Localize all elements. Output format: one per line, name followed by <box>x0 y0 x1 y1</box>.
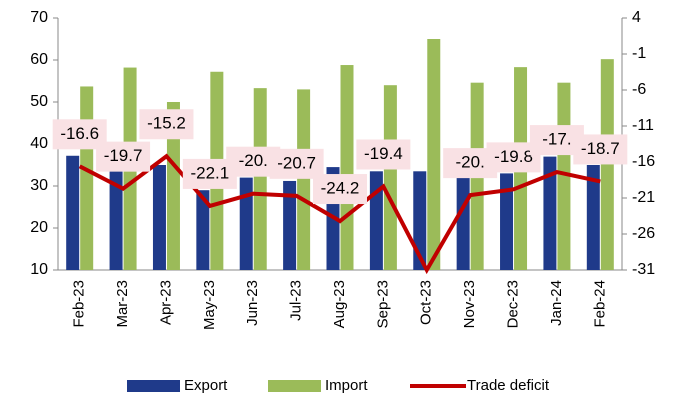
x-tick-label: May-23 <box>201 280 218 330</box>
y2-tick-label: -6 <box>632 81 646 98</box>
data-label-text: -16.6 <box>60 124 99 143</box>
data-label: -19.4 <box>356 139 411 170</box>
x-tick-label: Apr-23 <box>157 280 174 325</box>
bar <box>152 165 166 270</box>
data-label-box <box>356 139 411 170</box>
x-tick-label: Feb-24 <box>591 280 608 328</box>
data-label: -18.7 <box>573 134 628 165</box>
y-tick-label: 10 <box>30 261 48 278</box>
x-tick-label: Sep-23 <box>374 280 391 328</box>
bar <box>80 86 94 271</box>
legend-label: Export <box>184 377 228 394</box>
data-label: -20.7 <box>269 148 324 179</box>
data-label-text: -20. <box>239 151 268 170</box>
data-label-text: -20.7 <box>277 153 316 172</box>
x-tick-label: Feb-23 <box>71 280 88 328</box>
x-tick-label: Oct-23 <box>418 280 435 325</box>
y2-tick-label: -26 <box>632 225 655 242</box>
bar <box>500 173 514 270</box>
bar <box>600 59 614 270</box>
data-label-box <box>96 141 151 172</box>
bar <box>166 102 180 270</box>
data-label-box <box>269 148 324 179</box>
y-tick-label: 70 <box>30 9 48 26</box>
data-label-box <box>313 174 367 205</box>
data-label: -15.2 <box>139 109 194 140</box>
y2-tick-label: -21 <box>632 189 655 206</box>
y-tick-label: 20 <box>30 219 48 236</box>
x-tick-label: Aug-23 <box>331 280 348 328</box>
bar <box>109 169 123 270</box>
x-tick-label: Mar-23 <box>114 280 131 328</box>
x-tick-label: Nov-23 <box>461 280 478 328</box>
data-label-text: -19.7 <box>104 146 143 165</box>
data-label: -19.7 <box>96 141 151 172</box>
bar <box>427 39 441 270</box>
bar <box>413 171 427 270</box>
y2-tick-label: -31 <box>632 261 655 278</box>
bar <box>66 155 80 270</box>
y-tick-label: 40 <box>30 135 48 152</box>
legend-label: Import <box>325 377 368 394</box>
y-tick-label: 30 <box>30 177 48 194</box>
data-label-text: -18.7 <box>581 139 620 158</box>
bar <box>196 190 210 270</box>
data-label-box <box>573 134 628 165</box>
y2-tick-label: -11 <box>632 117 654 134</box>
x-tick-label: Jun-23 <box>244 280 261 326</box>
x-tick-label: Jan-24 <box>548 280 565 326</box>
line <box>78 153 601 275</box>
x-tick-label: Jul-23 <box>288 280 305 321</box>
data-label-text: -20. <box>456 153 485 172</box>
bar <box>456 177 470 270</box>
y-tick-label: 50 <box>30 93 48 110</box>
legend-swatch <box>127 380 180 392</box>
bar <box>297 89 311 271</box>
y2-tick-label: -16 <box>632 153 655 170</box>
data-label-text: -24.2 <box>321 179 360 198</box>
x-tick-label: Dec-23 <box>505 280 522 328</box>
bar <box>340 65 354 270</box>
data-label: -19.8 <box>486 142 541 173</box>
bar <box>383 85 397 270</box>
data-label-text: -15.2 <box>147 114 186 133</box>
y2-tick-label: -1 <box>632 45 646 62</box>
y-tick-label: 60 <box>30 51 48 68</box>
legend-swatch <box>268 380 321 392</box>
data-label-text: -22.1 <box>190 163 229 182</box>
data-label-text: -19.4 <box>364 144 403 163</box>
bar <box>283 180 297 270</box>
y2-tick-label: 4 <box>632 9 641 26</box>
bar <box>543 156 557 270</box>
bar <box>253 88 267 270</box>
bar <box>239 177 253 270</box>
data-label-box <box>139 109 194 140</box>
data-label-text: -17. <box>542 130 571 149</box>
data-label-text: -19.8 <box>494 147 533 166</box>
data-label: -24.2 <box>313 174 367 205</box>
bar <box>586 165 600 270</box>
legend-label: Trade deficit <box>467 377 550 394</box>
